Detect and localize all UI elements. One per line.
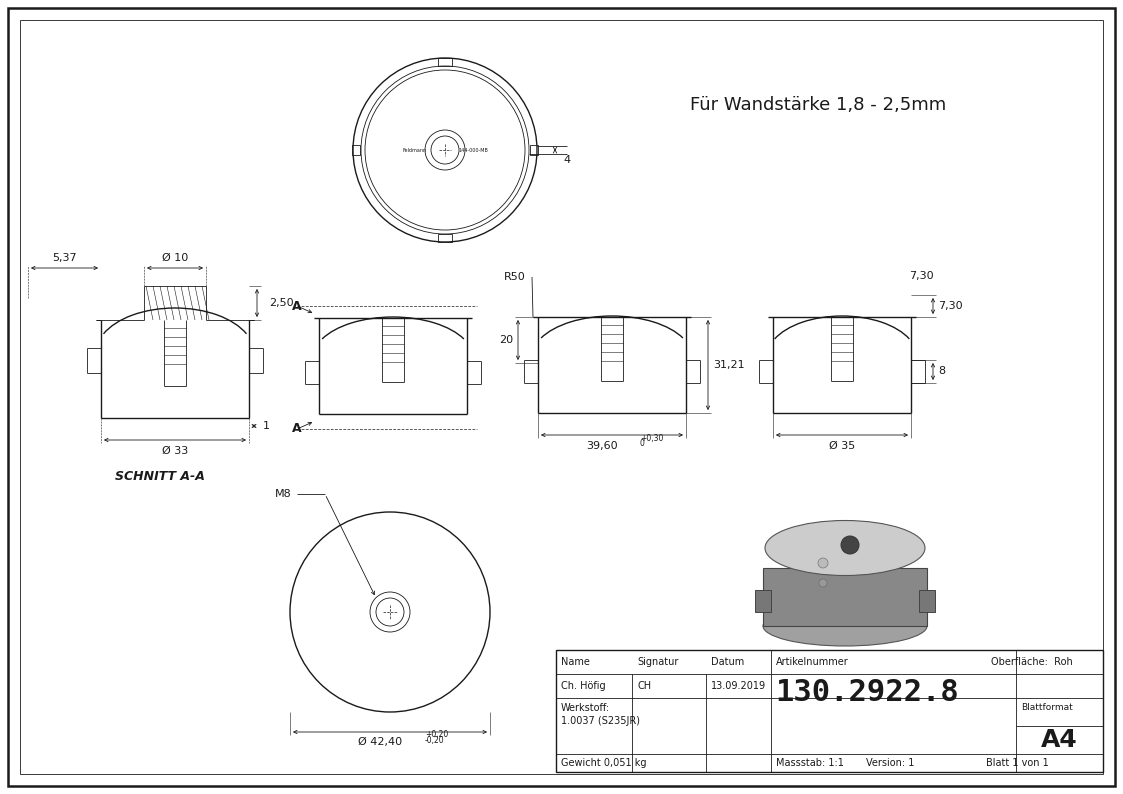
Text: Oberfläche:  Roh: Oberfläche: Roh [990, 657, 1072, 667]
Text: 144-000-MB: 144-000-MB [458, 148, 487, 153]
Text: Feldmann: Feldmann [403, 148, 427, 153]
Text: Blatt 1 von 1: Blatt 1 von 1 [986, 758, 1049, 768]
Text: +0,20: +0,20 [424, 730, 448, 739]
Text: 20: 20 [499, 335, 513, 345]
Text: 1.0037 (S235JR): 1.0037 (S235JR) [562, 716, 640, 726]
Bar [351, 145, 360, 155]
Text: Name: Name [562, 657, 590, 667]
Text: 7,30: 7,30 [909, 271, 933, 281]
Text: 2,50: 2,50 [270, 298, 293, 308]
Text: Massstab: 1:1: Massstab: 1:1 [776, 758, 843, 768]
Bar [438, 58, 451, 66]
Text: 8: 8 [938, 366, 946, 376]
Bar [919, 590, 935, 612]
Text: Ch. Höfig: Ch. Höfig [562, 681, 605, 691]
Circle shape [818, 558, 828, 568]
Ellipse shape [765, 521, 925, 576]
Text: Gewicht 0,051 kg: Gewicht 0,051 kg [562, 758, 647, 768]
Text: Ø 33: Ø 33 [162, 446, 189, 456]
Text: Datum: Datum [711, 657, 745, 667]
FancyBboxPatch shape [763, 568, 926, 626]
Text: A: A [292, 299, 302, 313]
Text: Für Wandstärke 1,8 - 2,5mm: Für Wandstärke 1,8 - 2,5mm [690, 96, 947, 114]
Bar [530, 145, 538, 155]
Ellipse shape [763, 606, 926, 646]
Text: Ø 10: Ø 10 [162, 253, 189, 263]
Text: 5,37: 5,37 [52, 253, 76, 263]
Text: +0,30: +0,30 [640, 434, 664, 442]
Text: CH: CH [637, 681, 651, 691]
Bar [556, 650, 1103, 772]
Text: SCHNITT A-A: SCHNITT A-A [115, 470, 204, 483]
Text: 130.2922.8: 130.2922.8 [775, 678, 959, 707]
Text: Signatur: Signatur [637, 657, 678, 667]
Text: 4: 4 [563, 155, 570, 165]
Circle shape [819, 579, 827, 587]
Text: A4: A4 [1041, 728, 1077, 752]
Text: -0,20: -0,20 [424, 737, 445, 746]
Text: Werkstoff:: Werkstoff: [562, 703, 610, 713]
Text: 7,30: 7,30 [938, 301, 962, 311]
Text: 31,21: 31,21 [713, 360, 745, 370]
Text: M8: M8 [275, 489, 292, 499]
Text: A: A [292, 422, 302, 435]
Circle shape [841, 536, 859, 554]
Bar [755, 590, 772, 612]
Text: 13.09.2019: 13.09.2019 [711, 681, 766, 691]
Text: 1: 1 [263, 421, 270, 431]
Text: Version: 1: Version: 1 [866, 758, 914, 768]
Text: R50: R50 [504, 272, 526, 282]
Text: Ø 35: Ø 35 [829, 441, 855, 451]
Text: Artikelnummer: Artikelnummer [776, 657, 849, 667]
Text: Blattformat: Blattformat [1021, 703, 1072, 712]
Text: 0: 0 [640, 440, 645, 449]
Text: 39,60: 39,60 [586, 441, 618, 451]
Bar [438, 234, 451, 242]
Text: Ø 42,40: Ø 42,40 [358, 737, 402, 747]
